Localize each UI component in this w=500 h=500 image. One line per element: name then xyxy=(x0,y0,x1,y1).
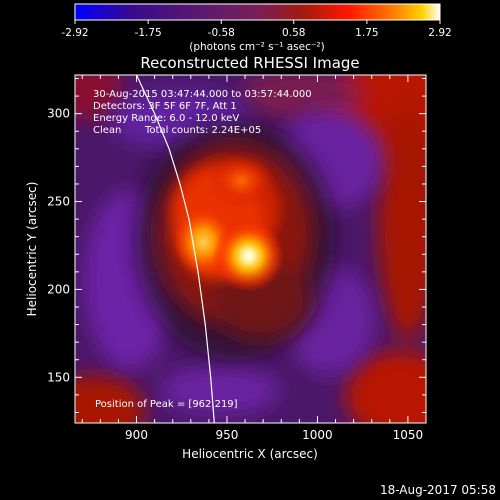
annotation-energy: Energy Range: 6.0 - 12.0 keV xyxy=(93,113,239,124)
plot-frame xyxy=(74,74,427,424)
annotation-clean: Clean xyxy=(93,125,121,136)
colorbar-tick-label: -2.92 xyxy=(61,27,88,39)
x-tick-label: 1000 xyxy=(302,428,333,442)
x-tick-label: 900 xyxy=(125,428,148,442)
y-tick-label: 250 xyxy=(47,195,70,209)
colorbar-tick-label: 0.58 xyxy=(282,27,305,39)
x-axis-label: Heliocentric X (arcsec) xyxy=(182,447,318,461)
annotation-detectors: Detectors: 3F 5F 6F 7F, Att 1 xyxy=(93,101,237,112)
x-axis: 900 950 1000 1050 xyxy=(81,75,427,442)
y-axis-label: Heliocentric Y (arcsec) xyxy=(25,182,39,317)
annotation-counts: Total counts: 2.24E+05 xyxy=(144,125,261,136)
y-axis: 150 200 250 300 xyxy=(47,78,426,413)
solar-limb-curve xyxy=(135,75,215,423)
colorbar-units: (photons cm⁻² s⁻¹ asec⁻²) xyxy=(189,41,324,53)
x-tick-label: 950 xyxy=(216,428,239,442)
colorbar-tick-label: -1.75 xyxy=(135,27,162,39)
chart-title: Reconstructed RHESSI Image xyxy=(140,54,359,72)
y-tick-label: 300 xyxy=(47,107,70,121)
colorbar-tick-label: -0.58 xyxy=(208,27,235,39)
annotation-time: 30-Aug-2015 03:47:44.000 to 03:57:44.000 xyxy=(93,89,312,100)
colorbar-tick-label: 2.92 xyxy=(428,27,451,39)
y-tick-label: 200 xyxy=(47,282,70,296)
colorbar xyxy=(75,4,440,20)
x-tick-label: 1050 xyxy=(393,428,424,442)
peak-source xyxy=(212,220,285,293)
y-tick-label: 150 xyxy=(47,370,70,384)
peak-position-label: Position of Peak = [962,219] xyxy=(95,399,238,410)
heatmap-image xyxy=(75,75,426,423)
colorbar-tick-label: 1.75 xyxy=(355,27,378,39)
colorbar-ticks: -2.92 -1.75 -0.58 0.58 1.75 2.92 xyxy=(61,20,452,39)
upper-source xyxy=(207,152,276,209)
footer-date: 18-Aug-2017 05:58 xyxy=(380,483,496,497)
colorbar-frame xyxy=(74,3,441,21)
